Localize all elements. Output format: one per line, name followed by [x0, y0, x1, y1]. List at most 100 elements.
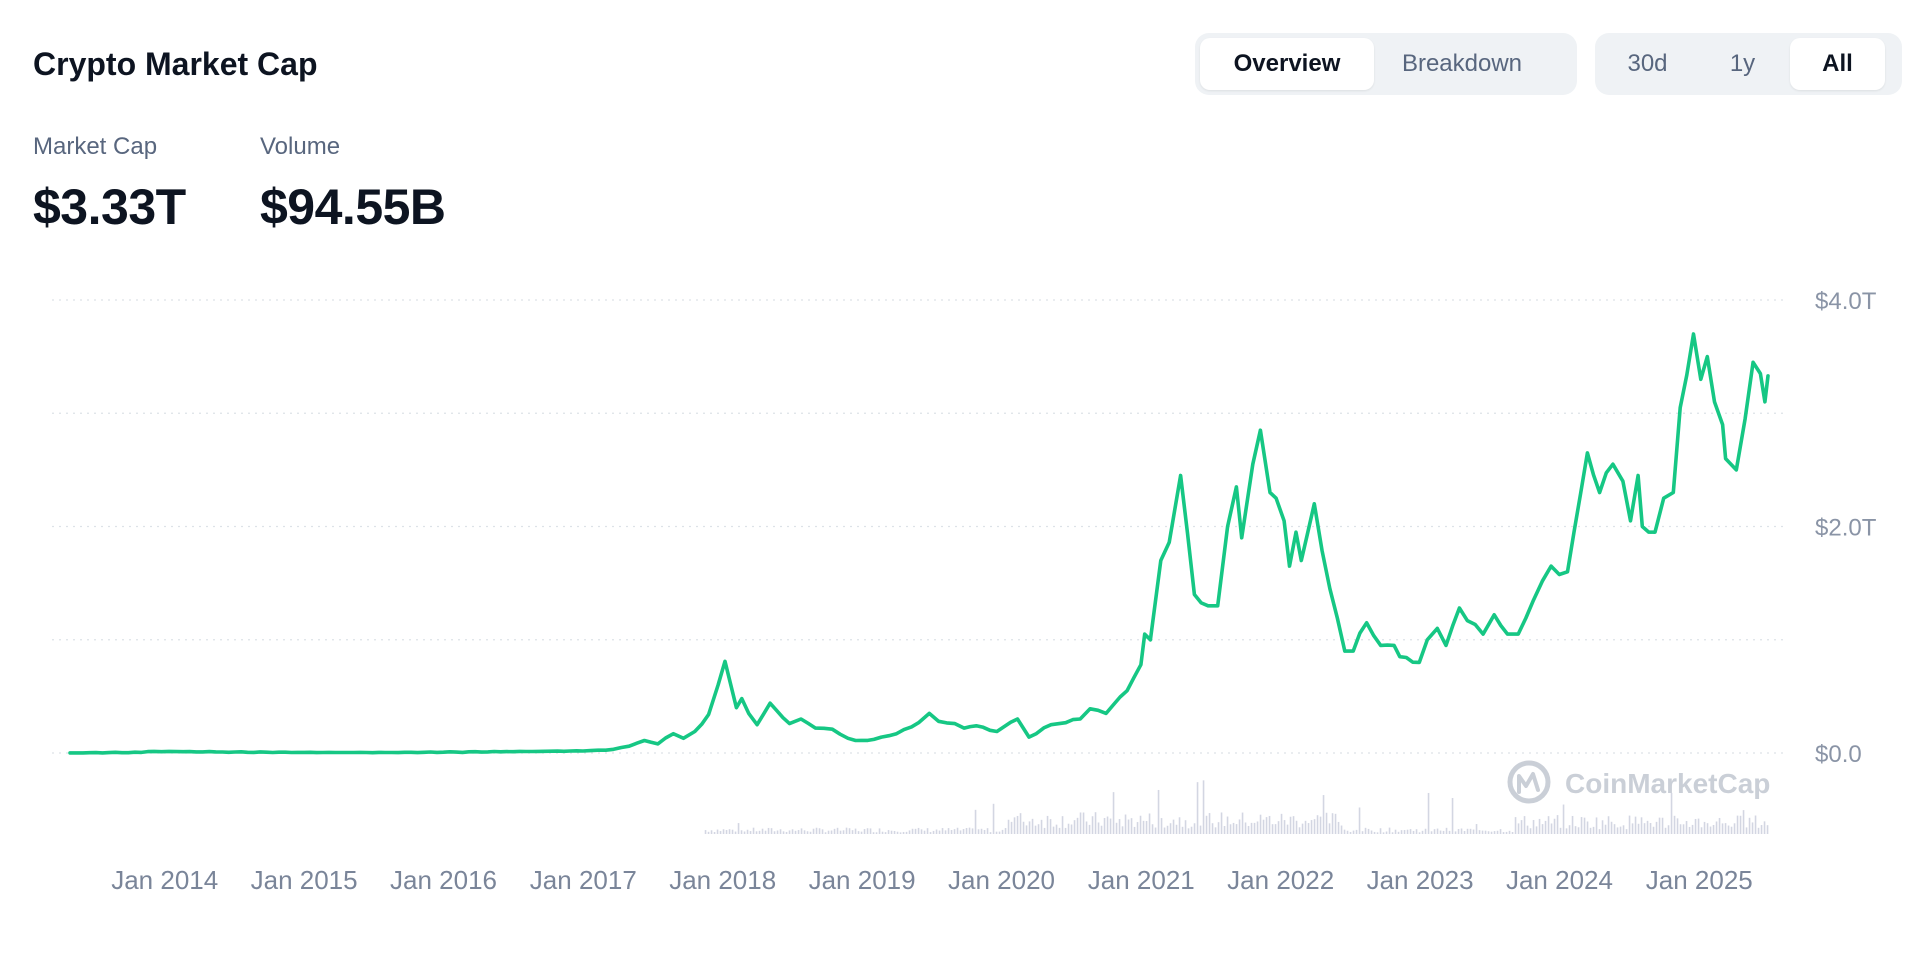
- volume-bar: [1112, 792, 1115, 834]
- volume-bar: [779, 829, 782, 834]
- tab-breakdown[interactable]: Breakdown: [1401, 50, 1523, 77]
- volume-bar: [1265, 817, 1268, 834]
- volume-bar: [1439, 830, 1442, 834]
- volume-bar: [1493, 831, 1496, 834]
- volume-bar: [989, 832, 992, 834]
- volume-bar: [788, 830, 791, 834]
- volume-bar: [836, 827, 839, 834]
- volume-bar: [956, 827, 959, 834]
- volume-bar: [848, 828, 851, 834]
- volume-bar: [1496, 830, 1499, 834]
- volume-bar: [1433, 829, 1436, 834]
- coinmarketcap-logo-icon: [1507, 760, 1551, 804]
- volume-bar: [920, 829, 923, 834]
- volume-bar: [1190, 826, 1193, 834]
- volume-bar: [1718, 817, 1721, 834]
- line-layer: [68, 332, 1770, 755]
- volume-bar: [1592, 826, 1595, 834]
- volume-bar: [1241, 812, 1244, 834]
- volume-bar: [1646, 820, 1649, 834]
- volume-bar: [842, 830, 845, 834]
- x-tick-label: Jan 2023: [1367, 865, 1474, 895]
- range-1y-button[interactable]: 1y: [1729, 50, 1756, 77]
- volume-bar: [1064, 827, 1067, 834]
- volume-bar: [764, 830, 767, 834]
- volume-bar: [1244, 822, 1247, 834]
- volume-bar: [1220, 812, 1223, 834]
- volume-bar: [1523, 816, 1526, 834]
- volume-bar: [1736, 815, 1739, 834]
- volume-bar: [1622, 825, 1625, 834]
- volume-bar: [758, 830, 761, 834]
- volume-bar: [1430, 831, 1433, 834]
- volume-bars: [704, 780, 1769, 834]
- volume-bar: [1730, 826, 1733, 834]
- volume-bar: [746, 829, 749, 834]
- volume-bar: [1076, 817, 1079, 834]
- volume-bar: [1706, 823, 1709, 834]
- volume-bar: [890, 830, 893, 834]
- volume-bar: [1655, 821, 1658, 834]
- volume-bar: [1577, 827, 1580, 834]
- volume-bar: [1310, 820, 1313, 834]
- volume-bar: [1685, 820, 1688, 834]
- volume-bar: [1067, 823, 1070, 834]
- volume-bar: [1058, 827, 1061, 834]
- x-tick-label: Jan 2017: [530, 865, 637, 895]
- market-cap-label: Market Cap: [33, 133, 158, 160]
- volume-bar: [1082, 812, 1085, 834]
- volume-bar: [1616, 827, 1619, 834]
- volume-bar: [1091, 816, 1094, 834]
- volume-bar: [1100, 825, 1103, 834]
- volume-bar: [710, 830, 713, 834]
- volume-bar: [1040, 819, 1043, 834]
- volume-bar: [704, 830, 707, 834]
- volume-bar: [1301, 823, 1304, 834]
- x-tick-label: Jan 2018: [669, 865, 776, 895]
- volume-bar: [797, 830, 800, 834]
- volume-bar: [716, 829, 719, 834]
- volume-bar: [1721, 823, 1724, 834]
- volume-bar: [995, 831, 998, 834]
- volume-bar: [1013, 817, 1016, 834]
- volume-bar: [884, 832, 887, 834]
- volume-bar: [947, 828, 950, 834]
- volume-bar: [1088, 824, 1091, 834]
- tab-overview[interactable]: Overview: [1200, 38, 1374, 90]
- volume-bar: [1409, 829, 1412, 834]
- volume-bar: [1766, 825, 1769, 834]
- volume-bar: [1334, 813, 1337, 834]
- volume-bar: [1313, 819, 1316, 834]
- volume-bar: [860, 831, 863, 834]
- volume-bar: [902, 831, 905, 834]
- volume-bar: [1481, 830, 1484, 834]
- volume-bar: [1331, 813, 1334, 834]
- volume-bar: [1505, 831, 1508, 834]
- volume-bar: [938, 830, 941, 834]
- volume-bar: [722, 829, 725, 834]
- range-all-button[interactable]: All: [1790, 38, 1885, 90]
- volume-label: Volume: [260, 133, 341, 160]
- range-30d-button[interactable]: 30d: [1627, 50, 1668, 77]
- volume-bar: [1085, 821, 1088, 834]
- volume-bar: [1205, 815, 1208, 834]
- volume-bar: [1121, 826, 1124, 834]
- grid-lines: [52, 299, 1785, 754]
- volume-bar: [1361, 831, 1364, 834]
- volume-bar: [1760, 825, 1763, 834]
- volume-bar: [1181, 826, 1184, 834]
- volume-bar: [740, 830, 743, 834]
- volume-bar: [977, 829, 980, 834]
- volume-bar: [1748, 817, 1751, 834]
- volume-bar: [1565, 828, 1568, 834]
- volume-bar: [1691, 824, 1694, 834]
- volume-bar: [1046, 815, 1049, 834]
- volume-bar: [827, 830, 830, 834]
- volume-bar: [1667, 825, 1670, 834]
- volume-bar: [953, 829, 956, 834]
- volume-bar: [926, 828, 929, 834]
- volume-bar: [1478, 830, 1481, 834]
- volume-bar: [1556, 815, 1559, 834]
- volume-bar: [767, 827, 770, 834]
